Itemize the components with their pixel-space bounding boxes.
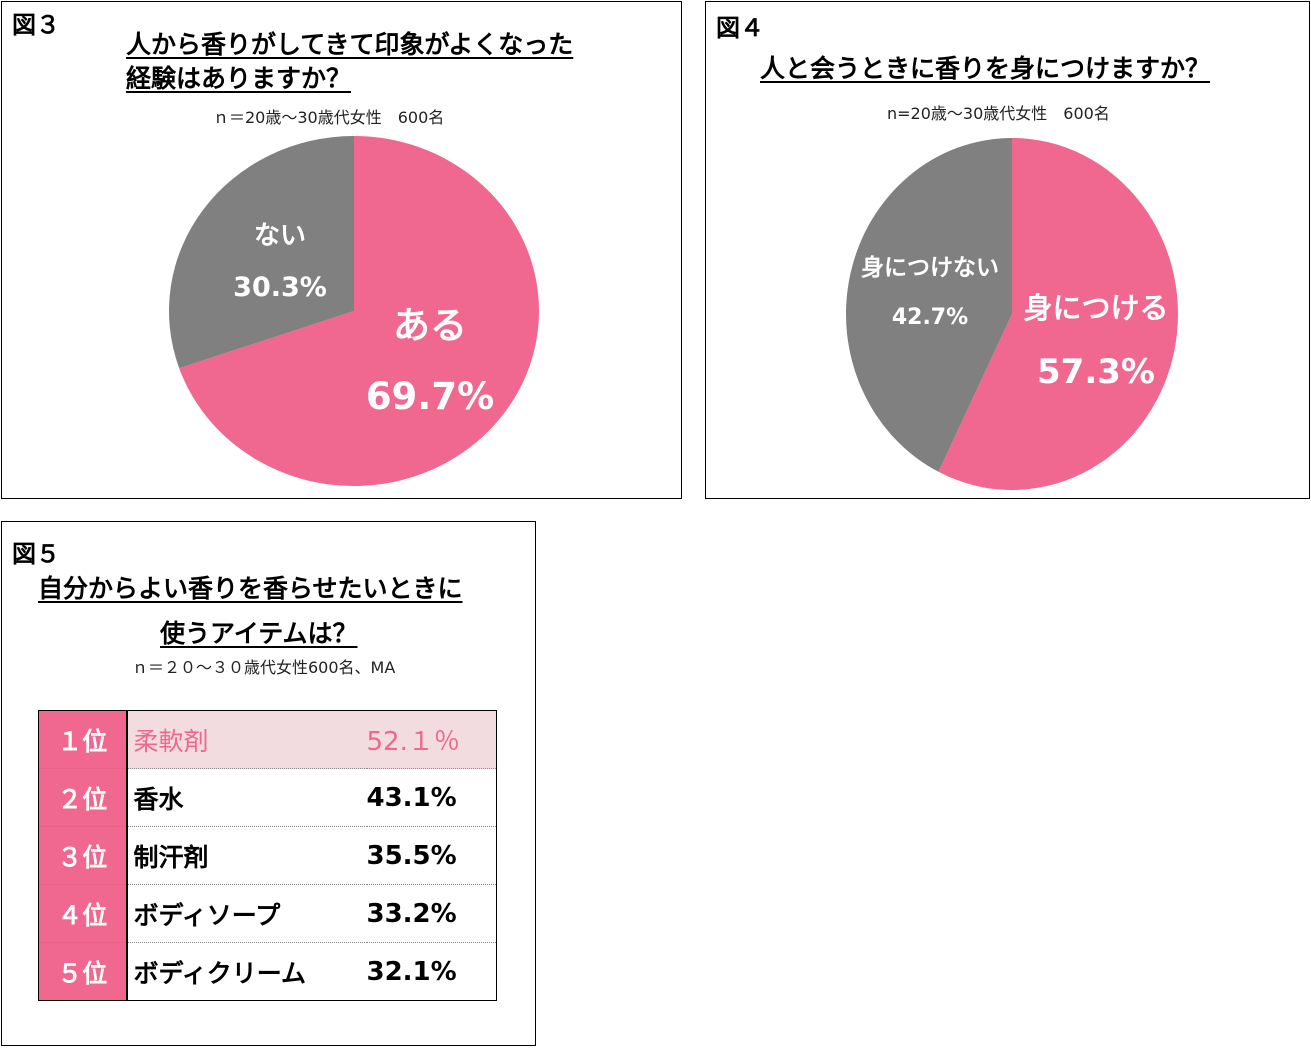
figure-3-title-line2: 経験はありますか？: [126, 64, 352, 93]
pie-value-label-0: 69.7%: [366, 375, 494, 418]
pie-slice-0: [179, 136, 539, 486]
item-cell: 香水: [126, 768, 367, 827]
table-row: １位 柔軟剤 52.１％: [38, 710, 497, 769]
figure-3-title-line1: 人から香りがしてきて印象がよくなった: [126, 30, 574, 59]
rank-cell: ３位: [38, 826, 128, 885]
figure-5-subtitle: ｎ＝２０～３０歳代女性600名、MA: [132, 658, 396, 677]
percent-cell: 32.1%: [366, 942, 497, 1001]
pie-slice-0: [938, 138, 1178, 490]
percent-cell: 52.１％: [366, 710, 497, 769]
pie-value-label-1: 30.3%: [233, 272, 327, 303]
pie-chart-fig3: ある 69.7% ない 30.3%: [168, 136, 539, 486]
table-row: ３位 制汗剤 35.5%: [38, 826, 497, 885]
rank-cell: ４位: [38, 884, 128, 943]
percent-cell: 35.5%: [366, 826, 497, 885]
rank-cell: １位: [38, 710, 128, 769]
pie-value-label-1: 42.7%: [892, 305, 968, 330]
figure-5-title-line2: 使うアイテムは？: [160, 619, 358, 648]
figure-3-label: 図３: [12, 11, 60, 39]
percent-cell: 33.2%: [366, 884, 497, 943]
figure-4-label: 図４: [716, 14, 764, 42]
item-cell: ボディクリーム: [126, 942, 367, 1001]
figure-5-label: 図５: [12, 540, 60, 568]
pie-slice-label-0: ある: [393, 304, 467, 347]
table-row: ２位 香水 43.1%: [38, 768, 497, 827]
figure-5-title-line1: 自分からよい香りを香らせたいときに: [38, 574, 463, 603]
pie-slice-1: [168, 136, 354, 369]
pie-value-label-0: 57.3%: [1037, 352, 1155, 392]
rank-cell: ５位: [38, 942, 128, 1001]
item-cell: ボディソープ: [126, 884, 367, 943]
pie-slice-label-1: 身につけない: [861, 254, 999, 281]
item-cell: 柔軟剤: [126, 710, 367, 769]
pie-slice-label-1: ない: [254, 221, 306, 251]
pie-slice-1: [846, 138, 1012, 472]
figure-5-panel: 図５ 自分からよい香りを香らせたいときに 使うアイテムは？ ｎ＝２０～３０歳代女…: [1, 521, 536, 1046]
figure-4-subtitle: n=20歳～30歳代女性 600名: [887, 104, 1110, 123]
ranking-table: １位 柔軟剤 52.１％ ２位 香水 43.1% ３位 制汗剤 35.5% ４位…: [38, 710, 497, 1001]
figure-4-title: 人と会うときに香りを身につけますか？: [760, 54, 1211, 83]
table-row: ４位 ボディソープ 33.2%: [38, 884, 497, 943]
item-cell: 制汗剤: [126, 826, 367, 885]
figure-3-subtitle: ｎ＝20歳～30歳代女性 600名: [213, 108, 445, 127]
table-row: ５位 ボディクリーム 32.1%: [38, 942, 497, 1001]
percent-cell: 43.1%: [366, 768, 497, 827]
pie-chart-fig4: 身につける 57.3% 身につけない 42.7%: [846, 138, 1178, 490]
figure-3-panel: 図３ 人から香りがしてきて印象がよくなった 経験はありますか？ ｎ＝20歳～30…: [1, 1, 682, 499]
pie-slice-label-0: 身につける: [1023, 291, 1168, 325]
rank-cell: ２位: [38, 768, 128, 827]
figure-4-panel: 図４ 人と会うときに香りを身につけますか？ n=20歳～30歳代女性 600名 …: [705, 1, 1310, 499]
